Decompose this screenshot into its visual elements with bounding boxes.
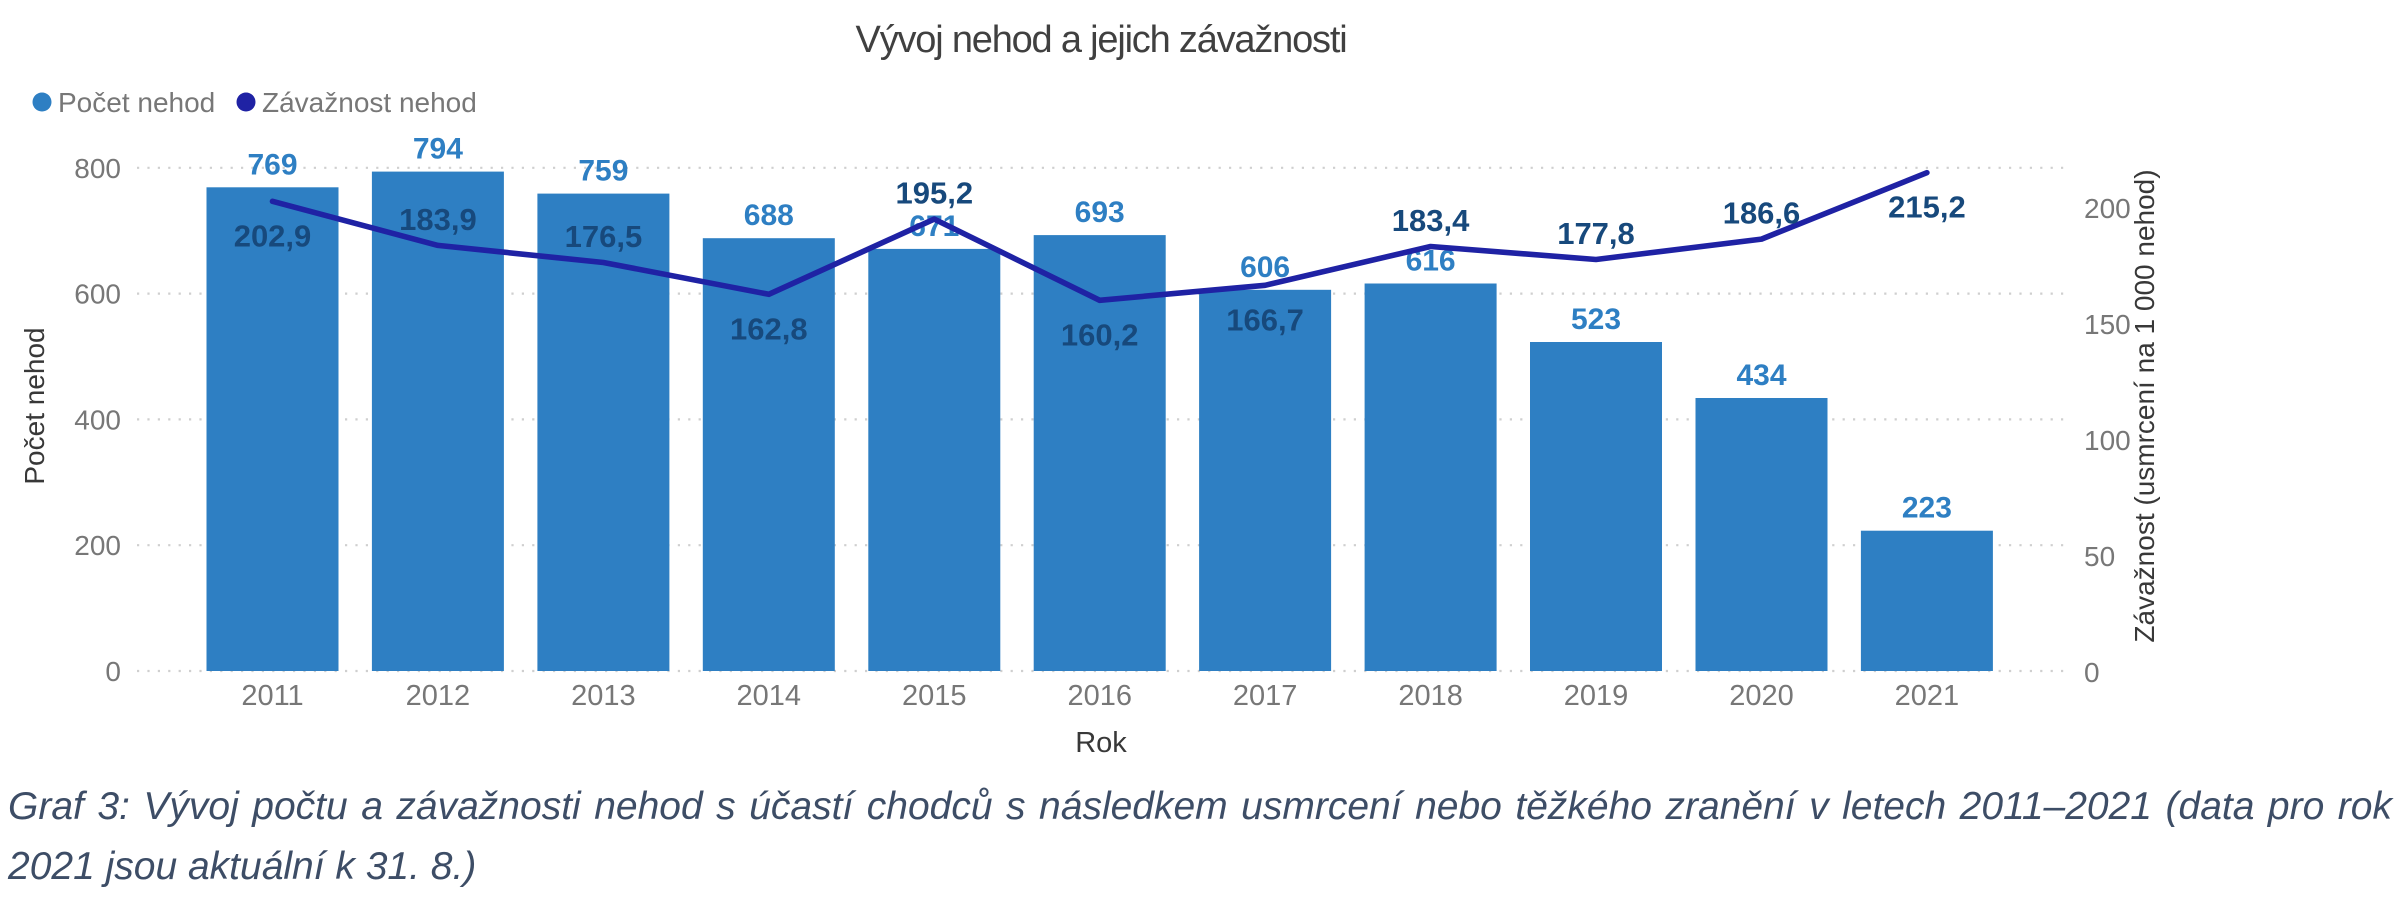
- svg-text:50: 50: [2084, 541, 2115, 572]
- svg-text:Závažnost (usmrcení na 1 000 n: Závažnost (usmrcení na 1 000 nehod): [2129, 169, 2160, 642]
- svg-text:2012: 2012: [406, 680, 471, 712]
- svg-text:606: 606: [1240, 251, 1290, 284]
- svg-text:2019: 2019: [1564, 680, 1629, 712]
- svg-text:Počet nehod: Počet nehod: [19, 327, 50, 484]
- svg-text:150: 150: [2084, 309, 2131, 340]
- svg-text:693: 693: [1075, 196, 1125, 229]
- svg-text:2018: 2018: [1398, 680, 1463, 712]
- svg-text:183,9: 183,9: [399, 202, 477, 237]
- svg-text:2021: 2021: [1895, 680, 1960, 712]
- svg-text:688: 688: [744, 199, 794, 232]
- svg-text:800: 800: [74, 153, 121, 184]
- svg-text:2015: 2015: [902, 680, 967, 712]
- svg-text:759: 759: [578, 155, 628, 188]
- svg-text:600: 600: [74, 279, 121, 310]
- svg-text:0: 0: [105, 656, 121, 687]
- svg-text:400: 400: [74, 404, 121, 435]
- svg-text:2016: 2016: [1067, 680, 1132, 712]
- svg-text:202,9: 202,9: [234, 218, 312, 253]
- svg-text:200: 200: [74, 530, 121, 561]
- svg-text:215,2: 215,2: [1888, 190, 1966, 225]
- svg-text:2011: 2011: [241, 680, 303, 712]
- svg-text:769: 769: [247, 148, 297, 181]
- svg-text:177,8: 177,8: [1557, 216, 1635, 251]
- svg-text:183,4: 183,4: [1392, 203, 1470, 238]
- svg-text:162,8: 162,8: [730, 311, 808, 346]
- svg-text:Počet nehod: Počet nehod: [58, 87, 215, 118]
- svg-text:195,2: 195,2: [896, 176, 974, 211]
- svg-text:2017: 2017: [1233, 680, 1298, 712]
- svg-text:Vývoj nehod a jejich závažnost: Vývoj nehod a jejich závažnosti: [856, 19, 1347, 61]
- svg-text:186,6: 186,6: [1723, 196, 1801, 231]
- svg-text:200: 200: [2084, 193, 2131, 224]
- svg-text:2014: 2014: [737, 680, 802, 712]
- svg-text:523: 523: [1571, 303, 1621, 336]
- svg-text:Závažnost nehod: Závažnost nehod: [262, 87, 477, 118]
- svg-text:100: 100: [2084, 425, 2131, 456]
- svg-text:2013: 2013: [571, 680, 636, 712]
- svg-text:2020: 2020: [1729, 680, 1794, 712]
- svg-text:160,2: 160,2: [1061, 317, 1139, 352]
- svg-text:176,5: 176,5: [565, 219, 643, 254]
- svg-text:Rok: Rok: [1075, 727, 1127, 759]
- svg-text:434: 434: [1736, 359, 1786, 392]
- svg-text:0: 0: [2084, 657, 2100, 688]
- svg-text:223: 223: [1902, 492, 1952, 525]
- svg-text:166,7: 166,7: [1226, 302, 1304, 337]
- svg-text:794: 794: [413, 133, 463, 166]
